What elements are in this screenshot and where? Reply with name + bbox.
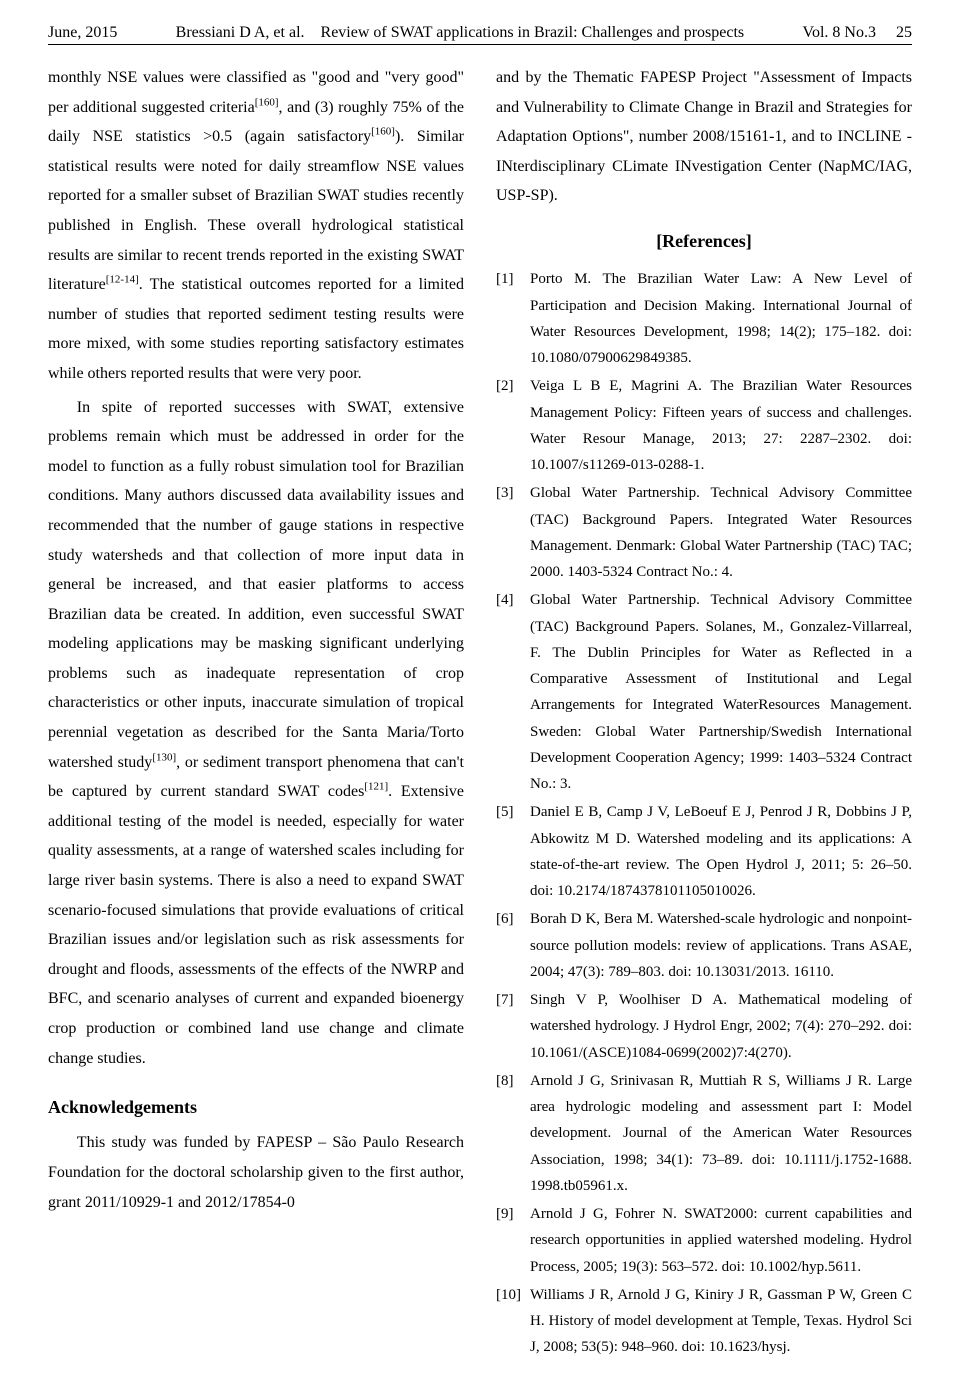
reference-text: Veiga L B E, Magrini A. The Brazilian Wa… [530,373,912,478]
citation-sup: [160] [255,96,279,108]
reference-number: [1] [496,266,530,371]
text-run: In spite of reported successes with SWAT… [48,399,464,771]
reference-text: Singh V P, Woolhiser D A. Mathematical m… [530,987,912,1066]
reference-item: [3]Global Water Partnership. Technical A… [496,480,912,585]
reference-item: [10]Williams J R, Arnold J G, Kiniry J R… [496,1282,912,1361]
text-run: . Extensive additional testing of the mo… [48,783,464,1066]
reference-text: Global Water Partnership. Technical Advi… [530,480,912,585]
page: June, 2015 Bressiani D A, et al. Review … [0,0,960,1387]
running-header: June, 2015 Bressiani D A, et al. Review … [48,24,912,45]
reference-text: Borah D K, Bera M. Watershed-scale hydro… [530,906,912,985]
reference-number: [2] [496,373,530,478]
reference-number: [3] [496,480,530,585]
reference-text: Arnold J G, Srinivasan R, Muttiah R S, W… [530,1068,912,1199]
reference-item: [5]Daniel E B, Camp J V, LeBoeuf E J, Pe… [496,799,912,904]
reference-number: [10] [496,1282,530,1361]
reference-number: [7] [496,987,530,1066]
left-column: monthly NSE values were classified as "g… [48,63,464,1363]
header-right: Vol. 8 No.3 25 [802,24,912,42]
reference-text: Arnold J G, Fohrer N. SWAT2000: current … [530,1201,912,1280]
citation-sup: [130] [152,751,176,763]
acknowledgements-heading: Acknowledgements [48,1091,464,1124]
citation-sup: [12-14] [106,274,139,286]
header-author: Bressiani D A, et al. [176,24,305,41]
reference-number: [4] [496,587,530,797]
header-center: Bressiani D A, et al. Review of SWAT app… [176,24,745,42]
citation-sup: [160] [371,126,395,138]
header-title: Review of SWAT applications in Brazil: C… [321,24,745,41]
reference-item: [6]Borah D K, Bera M. Watershed-scale hy… [496,906,912,985]
text-run: ). Similar statistical results were note… [48,128,464,293]
reference-number: [9] [496,1201,530,1280]
two-column-layout: monthly NSE values were classified as "g… [48,63,912,1363]
reference-item: [9]Arnold J G, Fohrer N. SWAT2000: curre… [496,1201,912,1280]
acknowledgements-body: This study was funded by FAPESP – São Pa… [48,1128,464,1217]
header-vol: Vol. 8 No.3 [802,24,876,41]
reference-item: [7]Singh V P, Woolhiser D A. Mathematica… [496,987,912,1066]
reference-number: [5] [496,799,530,904]
references-heading: [References] [496,225,912,258]
reference-text: Daniel E B, Camp J V, LeBoeuf E J, Penro… [530,799,912,904]
reference-text: Porto M. The Brazilian Water Law: A New … [530,266,912,371]
reference-item: [8]Arnold J G, Srinivasan R, Muttiah R S… [496,1068,912,1199]
reference-number: [8] [496,1068,530,1199]
reference-item: [4]Global Water Partnership. Technical A… [496,587,912,797]
references-list: [1]Porto M. The Brazilian Water Law: A N… [496,266,912,1360]
reference-item: [2]Veiga L B E, Magrini A. The Brazilian… [496,373,912,478]
body-paragraph: monthly NSE values were classified as "g… [48,63,464,389]
text-run: . The statistical outcomes reported for … [48,276,464,382]
body-paragraph: and by the Thematic FAPESP Project "Asse… [496,63,912,211]
right-column: and by the Thematic FAPESP Project "Asse… [496,63,912,1363]
body-paragraph: In spite of reported successes with SWAT… [48,393,464,1074]
header-date: June, 2015 [48,24,117,42]
reference-text: Global Water Partnership. Technical Advi… [530,587,912,797]
citation-sup: [121] [364,781,388,793]
reference-text: Williams J R, Arnold J G, Kiniry J R, Ga… [530,1282,912,1361]
header-page: 25 [896,24,912,41]
reference-number: [6] [496,906,530,985]
reference-item: [1]Porto M. The Brazilian Water Law: A N… [496,266,912,371]
